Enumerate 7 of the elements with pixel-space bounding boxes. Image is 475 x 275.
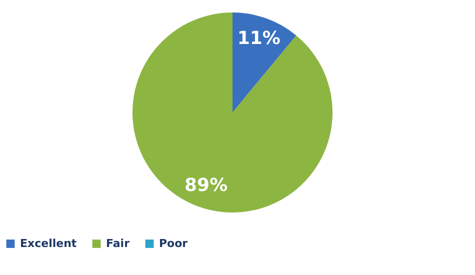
- pie-slice: [132, 12, 332, 212]
- pie-slice: [232, 12, 296, 112]
- data-label: 89%: [184, 174, 228, 196]
- data-label: 11%: [237, 28, 280, 50]
- legend-label: Excellent: [20, 236, 77, 250]
- legend-label: Fair: [106, 236, 130, 250]
- legend-label: Poor: [159, 236, 188, 250]
